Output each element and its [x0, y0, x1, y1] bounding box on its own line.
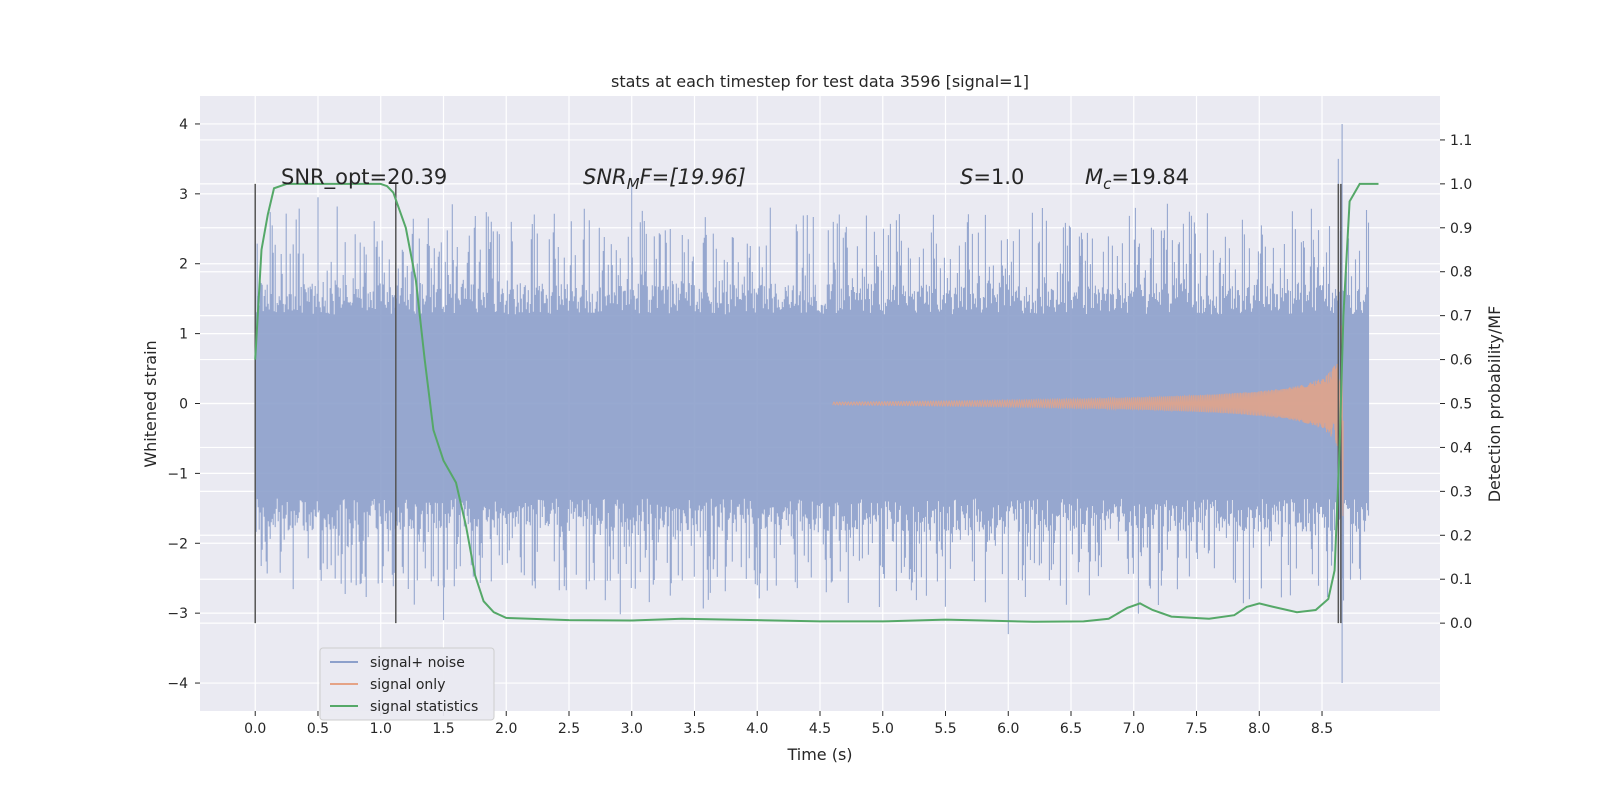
y-left-tick-label: −4: [167, 676, 188, 692]
signal-trace: [832, 325, 1344, 517]
y-right-tick-label: 0.3: [1450, 484, 1472, 500]
x-tick-label: 0.5: [307, 721, 329, 737]
y-right-tick-label: 0.2: [1450, 528, 1472, 544]
chart-title: stats at each timestep for test data 359…: [611, 72, 1029, 91]
annotation-snr-opt: SNR_opt=20.39: [281, 165, 447, 190]
x-tick-label: 1.0: [370, 721, 392, 737]
y-left-tick-label: −3: [167, 606, 188, 622]
legend: signal+ noise signal only signal statist…: [319, 647, 495, 721]
y-right-tick-label: 0.0: [1450, 616, 1472, 632]
x-tick-label: 4.5: [809, 721, 831, 737]
y-right-ticks: 1.1 1.0 0.9 0.8 0.7 0.6 0.5 0.4 0.3 0.2 0.1 0.0: [1440, 133, 1472, 632]
annotation-s-main: S: [960, 165, 973, 189]
y-left-tick-label: −2: [167, 536, 188, 552]
x-tick-label: 0.0: [244, 721, 266, 737]
y-left-tick-label: 4: [179, 117, 188, 133]
annotation-mc-main: M: [1085, 165, 1103, 189]
x-tick-label: 6.5: [1060, 721, 1082, 737]
y-right-tick-label: 0.1: [1450, 572, 1472, 588]
legend-label-signal-only: signal only: [370, 677, 445, 693]
y-right-tick-label: 0.6: [1450, 353, 1472, 369]
y-right-tick-label: 1.1: [1450, 133, 1472, 149]
annotation-snr-mf: SNRMF=[19.96]: [583, 165, 746, 193]
y-right-tick-label: 0.8: [1450, 265, 1472, 281]
x-tick-label: 3.5: [683, 721, 705, 737]
y-right-tick-label: 0.4: [1450, 440, 1472, 456]
x-tick-label: 2.5: [558, 721, 580, 737]
x-ticks: 0.0 0.5 1.0 1.5 2.0 2.5 3.0 3.5 4.0 4.5 5.0 5.5 6.0 6…: [244, 711, 1333, 737]
x-tick-label: 7.5: [1185, 721, 1207, 737]
annotation-s: S=1.0: [960, 165, 1024, 189]
x-tick-label: 5.5: [934, 721, 956, 737]
annotation-snr-mf-main: SNR: [583, 165, 627, 189]
y-right-tick-label: 1.0: [1450, 177, 1472, 193]
x-tick-label: 5.0: [872, 721, 894, 737]
x-tick-label: 4.0: [746, 721, 768, 737]
legend-label-signal-statistics: signal statistics: [370, 699, 478, 715]
annotation-snr-mf-rest: F=[19.96]: [640, 165, 746, 189]
y-left-ticks: 4 3 2 1 0 −1 −2 −3 −4: [167, 117, 200, 692]
x-tick-label: 2.0: [495, 721, 517, 737]
x-tick-label: 8.5: [1311, 721, 1333, 737]
y-left-axis-label: Whitened strain: [141, 340, 160, 467]
y-right-tick-label: 0.5: [1450, 397, 1472, 413]
annotation-mc-sub: c: [1103, 175, 1112, 193]
x-tick-label: 3.0: [621, 721, 643, 737]
series-signal-only: [832, 325, 1344, 517]
y-left-tick-label: 0: [179, 397, 188, 413]
x-tick-label: 8.0: [1248, 721, 1270, 737]
legend-box: [319, 647, 495, 721]
y-right-tick-label: 0.9: [1450, 221, 1472, 237]
y-right-tick-label: 0.7: [1450, 309, 1472, 325]
y-left-tick-label: −1: [167, 466, 188, 482]
annotation-mc: Mc=19.84: [1085, 165, 1189, 193]
legend-label-signal-plus-noise: signal+ noise: [370, 655, 465, 671]
annotation-mc-rest: =19.84: [1111, 165, 1189, 189]
y-left-tick-label: 2: [179, 257, 188, 273]
series-signal-statistics: [254, 182, 1379, 623]
annotation-s-rest: =1.0: [973, 165, 1024, 189]
x-tick-label: 6.0: [997, 721, 1019, 737]
x-axis-label: Time (s): [786, 745, 852, 764]
x-tick-label: 7.0: [1123, 721, 1145, 737]
y-right-axis-label: Detection probability/MF: [1485, 306, 1504, 503]
annotation-snr-mf-sub: M: [627, 175, 640, 193]
x-tick-label: 1.5: [432, 721, 454, 737]
y-left-tick-label: 1: [179, 327, 188, 343]
y-left-tick-label: 3: [179, 187, 188, 203]
